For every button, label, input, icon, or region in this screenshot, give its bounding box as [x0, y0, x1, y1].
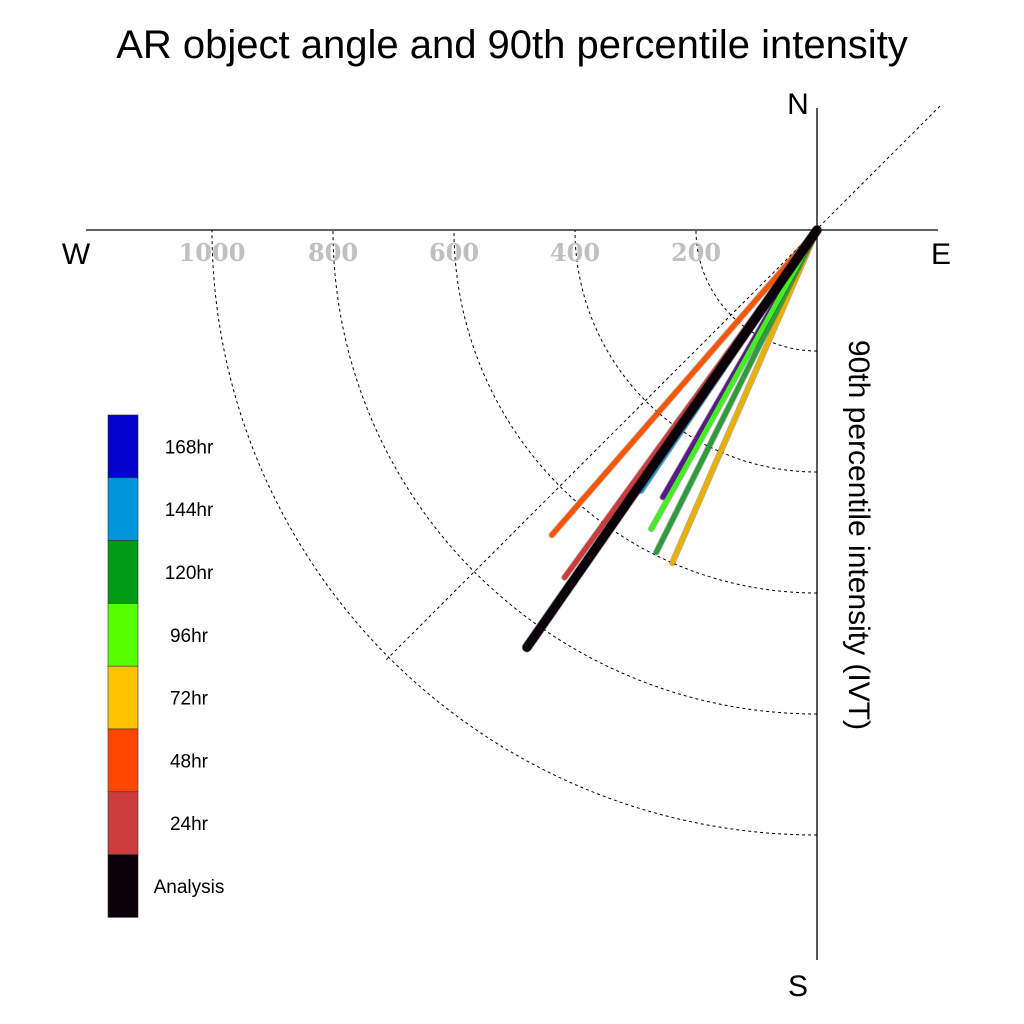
legend-label-48hr: 48hr — [170, 751, 209, 772]
radial-tick-label: 200 — [671, 238, 721, 267]
legend-label-72hr: 72hr — [170, 689, 209, 710]
south-label: S — [788, 970, 808, 1003]
series-line-120hr — [653, 227, 820, 555]
radial-tick-label: 1000 — [179, 238, 246, 267]
radial-tick-label: 800 — [308, 238, 358, 267]
legend: 168hr 144hr 120hr 96hr 72hr 48hr 24hr Analysis — [107, 414, 225, 918]
series-line-72hr — [669, 227, 820, 566]
legend-swatch-72hr — [107, 665, 139, 730]
legend-swatch-120hr — [107, 540, 139, 604]
legend-label-168hr: 168hr — [165, 437, 214, 458]
legend-swatch-48hr — [107, 728, 139, 793]
chart-title: AR object angle and 90th percentile inte… — [116, 23, 908, 67]
diagonal-guide — [385, 105, 941, 661]
grid-arc — [332, 229, 818, 715]
grid-arc — [453, 229, 818, 594]
legend-swatch-24hr — [107, 791, 139, 855]
radial-tick-labels: 1000 800 600 400 200 — [179, 238, 721, 267]
north-label: N — [787, 88, 809, 121]
legend-label-144hr: 144hr — [165, 500, 214, 521]
grid-arc — [211, 229, 818, 836]
legend-label-analysis: Analysis — [154, 877, 225, 898]
grid-arc — [574, 229, 818, 473]
radial-tick-label: 600 — [429, 238, 479, 267]
axes — [86, 105, 941, 960]
intensity-axis-label: 90th percentile intensity (IVT) — [842, 340, 875, 730]
polar-grid — [211, 229, 818, 836]
series-line-48hr — [549, 227, 820, 538]
east-label: E — [931, 238, 951, 271]
legend-label-120hr: 120hr — [165, 563, 214, 584]
legend-swatch-analysis — [107, 854, 139, 918]
legend-swatch-144hr — [107, 477, 139, 541]
series-line-analysis — [522, 225, 822, 652]
legend-label-96hr: 96hr — [170, 626, 209, 647]
legend-swatch-96hr — [107, 603, 139, 667]
series-line-96hr — [648, 227, 820, 532]
west-label: W — [62, 238, 91, 271]
radial-tick-label: 400 — [550, 238, 600, 267]
legend-swatch-168hr — [107, 414, 139, 479]
grid-arc — [695, 229, 818, 352]
origin-point — [813, 226, 821, 234]
series-lines — [521, 224, 823, 653]
legend-label-24hr: 24hr — [170, 814, 209, 835]
